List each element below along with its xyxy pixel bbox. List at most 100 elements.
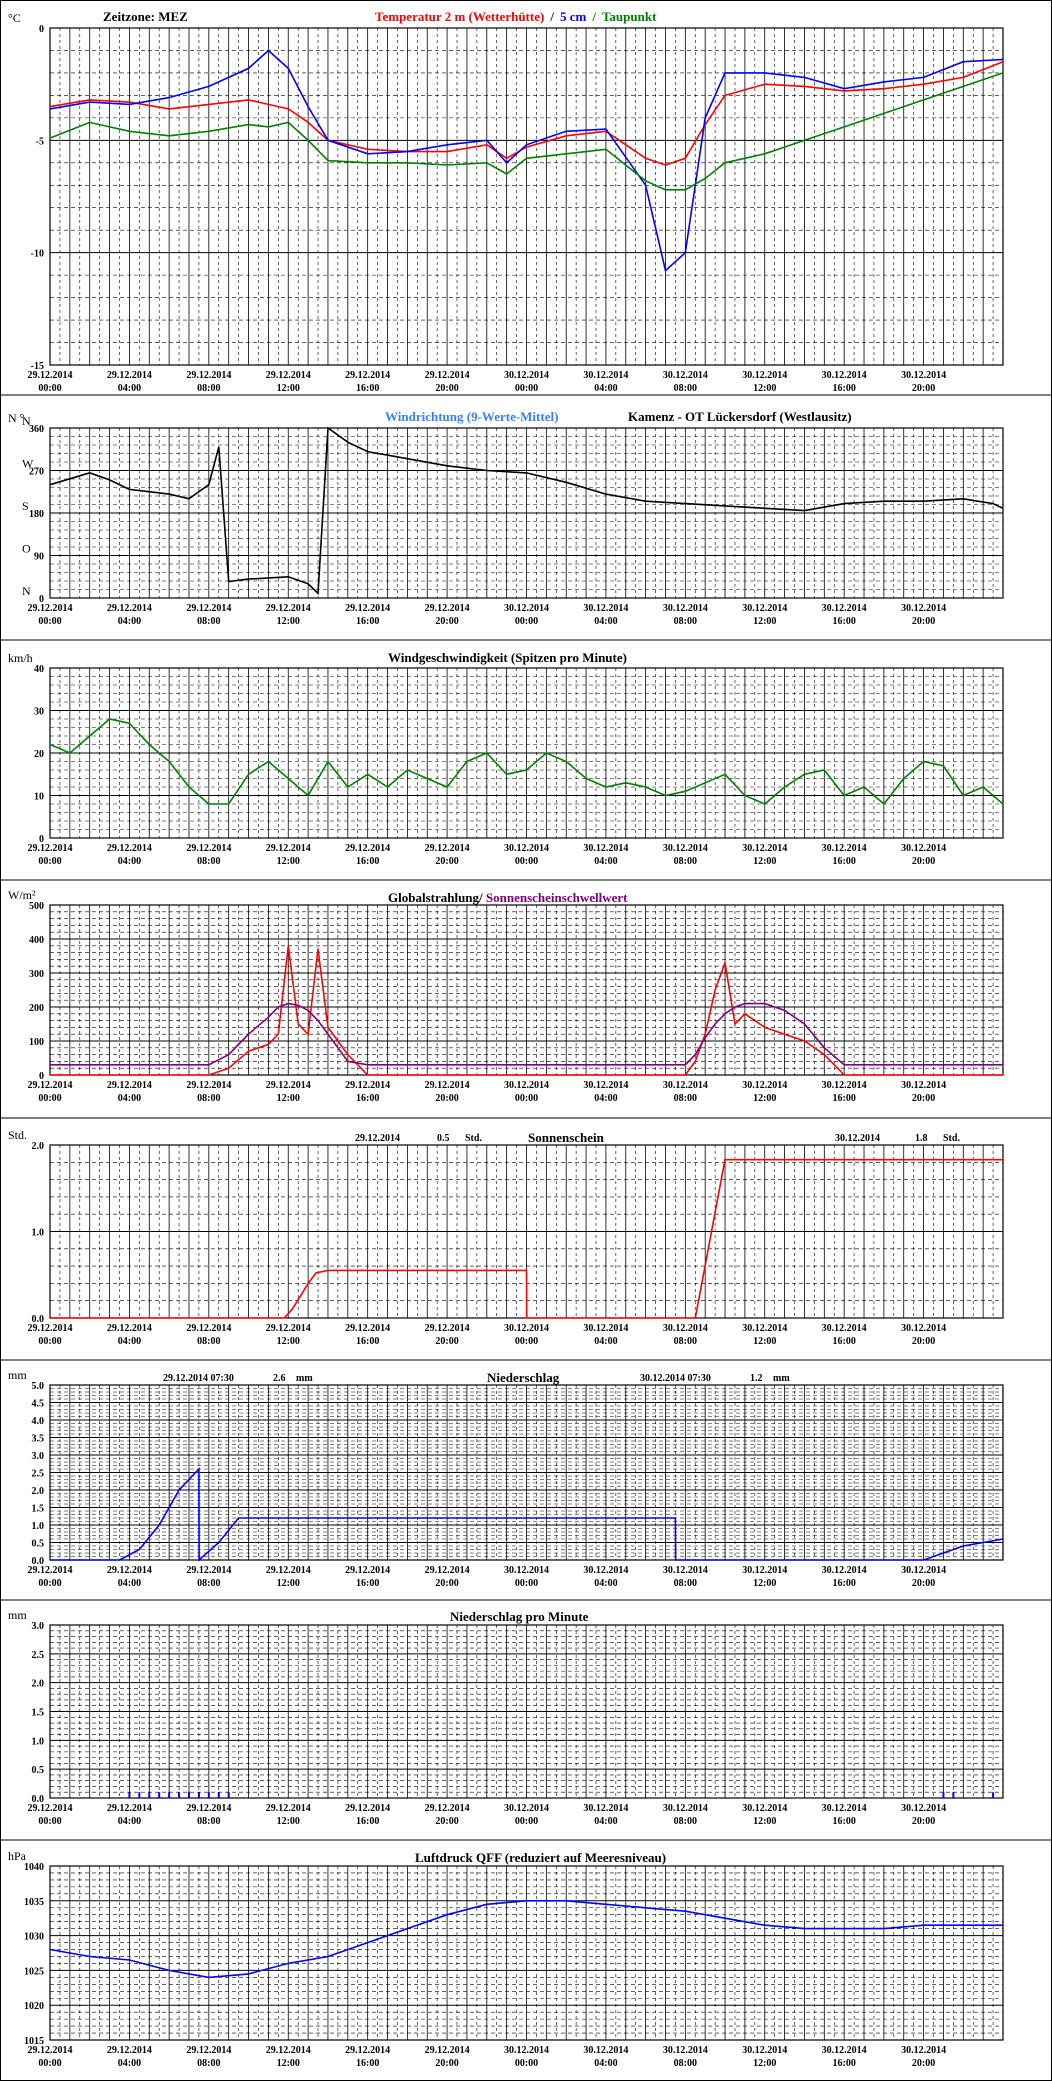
x-tick-time: 20:00 <box>435 1336 458 1347</box>
precip-minute-title: Niederschlag pro Minute <box>450 1609 589 1624</box>
x-tick-time: 04:00 <box>594 2058 617 2069</box>
plot-border <box>49 1865 1004 2041</box>
y-tick-label: -5 <box>36 136 44 147</box>
x-tick-time: 16:00 <box>356 616 379 627</box>
x-tick-time: 12:00 <box>277 856 300 867</box>
y-tick-label: 1040 <box>24 1862 44 1873</box>
x-tick-time: 20:00 <box>912 1093 935 1104</box>
sunshine-unit: Std. <box>465 1133 482 1144</box>
x-tick-date: 29.12.2014 <box>425 1565 470 1576</box>
unit-label: mm <box>8 1608 27 1622</box>
x-tick-time: 00:00 <box>38 383 61 394</box>
x-tick-date: 30.12.2014 <box>583 370 628 381</box>
x-tick-time: 16:00 <box>832 616 855 627</box>
x-tick-time: 00:00 <box>515 1093 538 1104</box>
compass-label: O <box>22 542 31 556</box>
y-tick-label: 5.0 <box>32 1381 45 1392</box>
x-tick-date: 29.12.2014 <box>266 2045 311 2056</box>
y-tick-label: 0.0 <box>32 1314 45 1325</box>
y-tick-label: 0 <box>39 1071 44 1082</box>
x-tick-date: 29.12.2014 <box>345 1803 390 1814</box>
x-tick-date: 30.12.2014 <box>822 1565 867 1576</box>
y-tick-label: 0.0 <box>32 1794 45 1805</box>
sunshine-value: 1.8 <box>915 1133 928 1144</box>
x-tick-time: 12:00 <box>753 383 776 394</box>
x-tick-date: 29.12.2014 <box>425 1323 470 1334</box>
x-tick-time: 08:00 <box>197 1336 220 1347</box>
x-tick-date: 29.12.2014 <box>266 603 311 614</box>
y-tick-label: 2.5 <box>32 1469 45 1480</box>
x-tick-date: 30.12.2014 <box>901 843 946 854</box>
precip-date: 29.12.2014 07:30 <box>163 1373 234 1384</box>
station-name: Kamenz - OT Lückersdorf (Westlausitz) <box>628 409 852 424</box>
x-tick-time: 08:00 <box>197 1578 220 1589</box>
x-tick-date: 29.12.2014 <box>107 1565 152 1576</box>
compass-label: S <box>22 499 29 513</box>
x-tick-date: 30.12.2014 <box>583 1323 628 1334</box>
sunshine-value: 0.5 <box>437 1133 450 1144</box>
y-tick-label: 500 <box>29 901 44 912</box>
x-tick-time: 12:00 <box>277 1336 300 1347</box>
y-tick-label: 3.5 <box>32 1434 45 1445</box>
x-tick-date: 29.12.2014 <box>345 603 390 614</box>
y-tick-label: 300 <box>29 969 44 980</box>
x-tick-time: 04:00 <box>594 1816 617 1827</box>
x-tick-date: 29.12.2014 <box>107 1803 152 1814</box>
x-tick-date: 29.12.2014 <box>186 1323 231 1334</box>
x-tick-time: 12:00 <box>753 616 776 627</box>
y-tick-label: 0 <box>39 24 44 35</box>
x-tick-time: 04:00 <box>594 616 617 627</box>
unit-label: km/h <box>8 651 33 665</box>
y-tick-label: 0.5 <box>32 1765 45 1776</box>
x-tick-time: 12:00 <box>753 1578 776 1589</box>
series-line-0 <box>49 60 1004 166</box>
x-tick-time: 16:00 <box>832 1336 855 1347</box>
x-tick-date: 30.12.2014 <box>742 1080 787 1091</box>
x-tick-time: 08:00 <box>674 1093 697 1104</box>
x-tick-date: 29.12.2014 <box>425 603 470 614</box>
y-tick-label: 1.0 <box>32 1521 45 1532</box>
title-part: / <box>591 9 596 24</box>
x-tick-time: 00:00 <box>38 856 61 867</box>
x-tick-date: 30.12.2014 <box>742 603 787 614</box>
unit-label: hPa <box>8 1849 27 1863</box>
title-part: Taupunkt <box>602 9 657 24</box>
x-tick-date: 30.12.2014 <box>742 1323 787 1334</box>
y-tick-label: 3.0 <box>32 1451 45 1462</box>
x-tick-time: 08:00 <box>674 1336 697 1347</box>
y-tick-label: 30 <box>34 707 44 718</box>
x-tick-time: 04:00 <box>118 856 141 867</box>
x-tick-date: 30.12.2014 <box>742 370 787 381</box>
x-tick-time: 08:00 <box>674 2058 697 2069</box>
x-tick-time: 00:00 <box>515 383 538 394</box>
x-tick-date: 29.12.2014 <box>425 1080 470 1091</box>
compass-label: W <box>22 457 34 471</box>
x-tick-time: 16:00 <box>356 383 379 394</box>
timezone-label: Zeitzone: MEZ <box>103 9 188 24</box>
x-tick-date: 30.12.2014 <box>663 1803 708 1814</box>
x-tick-date: 30.12.2014 <box>742 843 787 854</box>
y-tick-label: -10 <box>31 249 44 260</box>
y-tick-label: 1020 <box>24 2001 44 2012</box>
x-tick-time: 20:00 <box>912 1816 935 1827</box>
x-tick-date: 30.12.2014 <box>822 843 867 854</box>
x-tick-date: 30.12.2014 <box>504 2045 549 2056</box>
y-tick-label: 2.0 <box>32 1141 45 1152</box>
x-tick-date: 29.12.2014 <box>425 2045 470 2056</box>
series-line-2 <box>49 72 1004 191</box>
y-tick-label: 0 <box>39 594 44 605</box>
x-tick-time: 00:00 <box>38 2058 61 2069</box>
precip-date: 30.12.2014 07:30 <box>640 1373 711 1384</box>
radiation-title: Globalstrahlung/ Sonnenscheinschwellwert <box>388 890 628 905</box>
x-tick-date: 29.12.2014 <box>425 1803 470 1814</box>
x-tick-date: 29.12.2014 <box>186 370 231 381</box>
plot-border <box>49 27 1004 366</box>
series-line-0 <box>49 718 1004 806</box>
x-tick-date: 29.12.2014 <box>107 2045 152 2056</box>
x-tick-time: 20:00 <box>435 856 458 867</box>
x-tick-date: 30.12.2014 <box>504 370 549 381</box>
x-tick-date: 30.12.2014 <box>583 843 628 854</box>
x-tick-time: 20:00 <box>435 2058 458 2069</box>
unit-label: Std. <box>8 1128 27 1142</box>
x-tick-date: 29.12.2014 <box>425 843 470 854</box>
